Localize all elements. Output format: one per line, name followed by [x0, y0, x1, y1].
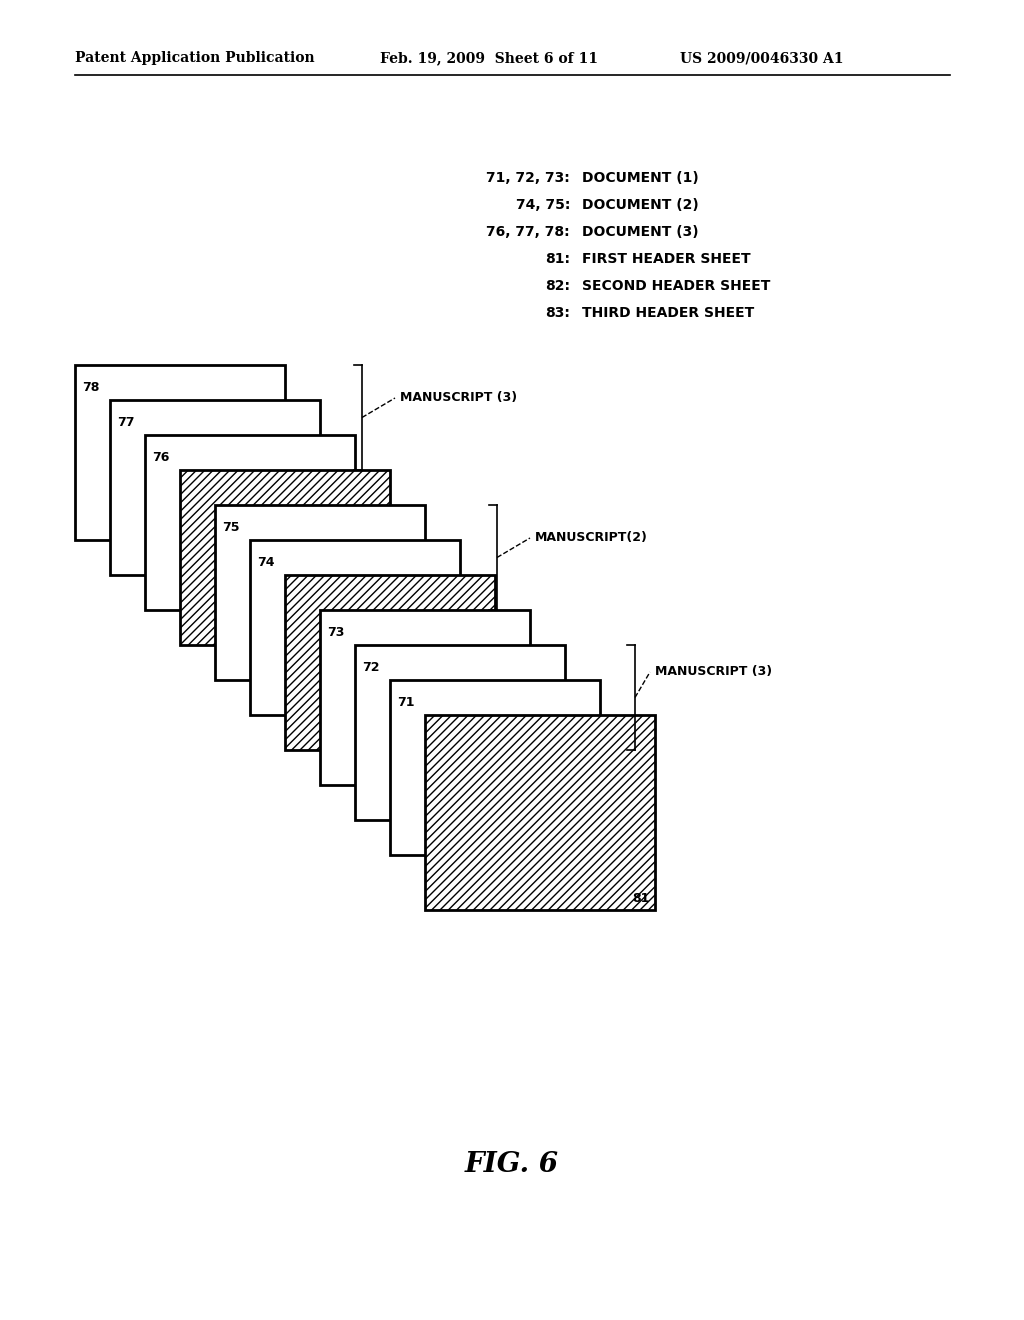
Text: MANUSCRIPT (3): MANUSCRIPT (3) — [655, 665, 772, 678]
Bar — [75, 366, 285, 540]
Bar — [390, 680, 600, 855]
Text: MANUSCRIPT(2): MANUSCRIPT(2) — [535, 532, 648, 544]
Text: 71, 72, 73:: 71, 72, 73: — [486, 172, 570, 185]
Text: 82: 82 — [473, 733, 490, 744]
Bar — [319, 610, 530, 785]
Text: 81: 81 — [633, 892, 650, 906]
Bar — [145, 436, 355, 610]
Text: FIG. 6: FIG. 6 — [465, 1151, 559, 1179]
Text: US 2009/0046330 A1: US 2009/0046330 A1 — [680, 51, 844, 65]
Text: 74, 75:: 74, 75: — [516, 198, 570, 213]
Bar — [180, 470, 390, 645]
Bar — [250, 540, 460, 715]
Text: 83: 83 — [368, 627, 385, 640]
Text: DOCUMENT (1): DOCUMENT (1) — [582, 172, 698, 185]
Bar — [355, 645, 565, 820]
Text: 75: 75 — [222, 521, 240, 535]
Text: 72: 72 — [362, 661, 380, 675]
Bar — [215, 506, 425, 680]
Text: 78: 78 — [82, 381, 99, 393]
Text: FIRST HEADER SHEET: FIRST HEADER SHEET — [582, 252, 751, 267]
Text: 77: 77 — [117, 416, 134, 429]
Bar — [110, 400, 319, 576]
Text: 73: 73 — [327, 626, 344, 639]
Text: 71: 71 — [397, 696, 415, 709]
Bar — [285, 576, 495, 750]
Text: SECOND HEADER SHEET: SECOND HEADER SHEET — [582, 279, 770, 293]
Text: 81:: 81: — [545, 252, 570, 267]
Text: THIRD HEADER SHEET: THIRD HEADER SHEET — [582, 306, 755, 319]
Bar — [425, 715, 655, 909]
Text: 83:: 83: — [545, 306, 570, 319]
Text: 82:: 82: — [545, 279, 570, 293]
Text: Patent Application Publication: Patent Application Publication — [75, 51, 314, 65]
Text: MANUSCRIPT (3): MANUSCRIPT (3) — [400, 392, 517, 404]
Text: DOCUMENT (3): DOCUMENT (3) — [582, 224, 698, 239]
Text: 74: 74 — [257, 556, 274, 569]
Text: DOCUMENT (2): DOCUMENT (2) — [582, 198, 698, 213]
Text: 76, 77, 78:: 76, 77, 78: — [486, 224, 570, 239]
Text: Feb. 19, 2009  Sheet 6 of 11: Feb. 19, 2009 Sheet 6 of 11 — [380, 51, 598, 65]
Text: 76: 76 — [152, 451, 169, 465]
